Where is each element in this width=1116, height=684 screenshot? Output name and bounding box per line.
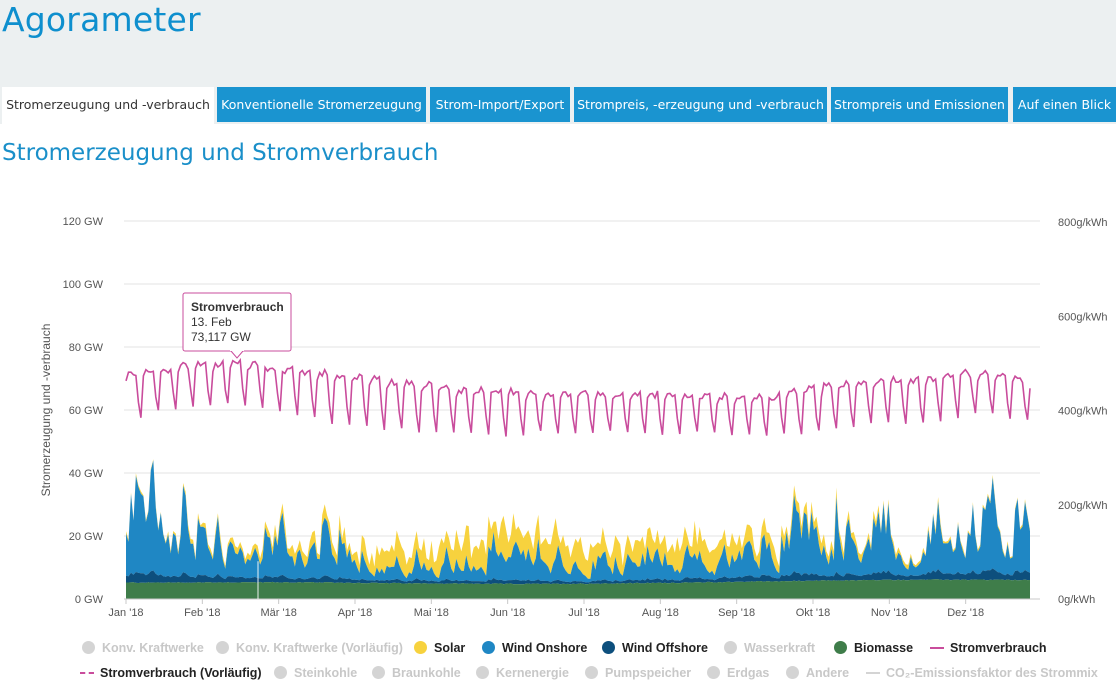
circle-icon	[834, 641, 847, 654]
x-tick-label: Jun '18	[490, 607, 525, 619]
tooltip-title: Stromverbrauch	[191, 300, 284, 314]
y2-tick-label: 800g/kWh	[1058, 217, 1108, 229]
tab-strompreis-erzeugung-verbrauch[interactable]: Strompreis, -erzeugung und -verbrauch	[574, 87, 827, 122]
x-tick-label: Mai '18	[414, 607, 449, 619]
tooltip-pointer	[230, 350, 244, 359]
y-tick-label: 120 GW	[63, 216, 104, 228]
y-tick-label: 100 GW	[63, 279, 104, 291]
tab-strompreis-emissionen[interactable]: Strompreis und Emissionen	[831, 87, 1008, 122]
x-tick-label: Jan '18	[108, 607, 143, 619]
x-tick-label: Dez '18	[947, 607, 984, 619]
circle-icon	[602, 641, 615, 654]
tab-strom-import-export[interactable]: Strom-Import/Export	[430, 87, 570, 122]
x-tick-label: Jul '18	[568, 607, 599, 619]
circle-icon	[216, 641, 229, 654]
x-tick-label: Feb '18	[184, 607, 220, 619]
circle-icon	[372, 666, 385, 679]
line-icon	[930, 647, 944, 649]
x-tick-label: Okt '18	[796, 607, 831, 619]
tab-auf-einen-blick[interactable]: Auf einen Blick	[1013, 87, 1116, 122]
circle-icon	[482, 641, 495, 654]
circle-icon	[274, 666, 287, 679]
x-tick-label: Aug '18	[642, 607, 679, 619]
x-tick-label: Mär '18	[260, 607, 296, 619]
series-wind-offshore-area[interactable]	[126, 568, 1030, 585]
x-tick-label: Sep '18	[718, 607, 755, 619]
y2-tick-label: 400g/kWh	[1058, 406, 1108, 418]
y2-tick-label: 200g/kWh	[1058, 500, 1108, 512]
series-solar-area[interactable]	[126, 459, 1030, 579]
y-tick-label: 80 GW	[69, 342, 104, 354]
tooltip-pointer-mask	[230, 348, 244, 351]
chart-legend: Konv. Kraftwerke Konv. Kraftwerke (Vorlä…	[0, 632, 1116, 684]
y-tick-label: 60 GW	[69, 405, 104, 417]
y2-tick-label: 600g/kWh	[1058, 311, 1108, 323]
circle-icon	[585, 666, 598, 679]
circle-icon	[414, 641, 427, 654]
section-title: Stromerzeugung und Stromverbrauch	[2, 140, 439, 166]
header: Agorameter Stromerzeugung und -verbrauch…	[0, 0, 1116, 124]
y-tick-label: 0 GW	[75, 594, 104, 606]
x-tick-label: Nov '18	[871, 607, 908, 619]
x-tick-label: Apr '18	[338, 607, 373, 619]
line-icon	[866, 672, 880, 674]
tooltip-value: 73,117 GW	[191, 330, 251, 344]
y-axis-title: Stromerzeugung und -verbrauch	[39, 324, 53, 497]
series-biomasse-area[interactable]	[126, 579, 1030, 599]
y-tick-label: 40 GW	[69, 468, 104, 480]
tab-konventionelle-stromerzeugung[interactable]: Konventionelle Stromerzeugung	[217, 87, 426, 122]
series-wind-onshore-area[interactable]	[126, 460, 1030, 583]
circle-icon	[786, 666, 799, 679]
dashed-line-icon	[80, 672, 94, 674]
chart: 0 GW 20 GW 40 GW 60 GW 80 GW 100 GW 120 GW 0g/k…	[39, 216, 1108, 619]
y-tick-label: 20 GW	[69, 531, 104, 543]
circle-icon	[82, 641, 95, 654]
app-title: Agorameter	[2, 0, 201, 39]
circle-icon	[476, 666, 489, 679]
series-stromverbrauch-line[interactable]	[125, 357, 1031, 437]
y2-tick-label: 0g/kWh	[1058, 594, 1095, 606]
tooltip-date: 13. Feb	[191, 315, 232, 329]
circle-icon	[707, 666, 720, 679]
circle-icon	[724, 641, 737, 654]
tab-stromerzeugung-verbrauch[interactable]: Stromerzeugung und -verbrauch	[2, 87, 214, 124]
